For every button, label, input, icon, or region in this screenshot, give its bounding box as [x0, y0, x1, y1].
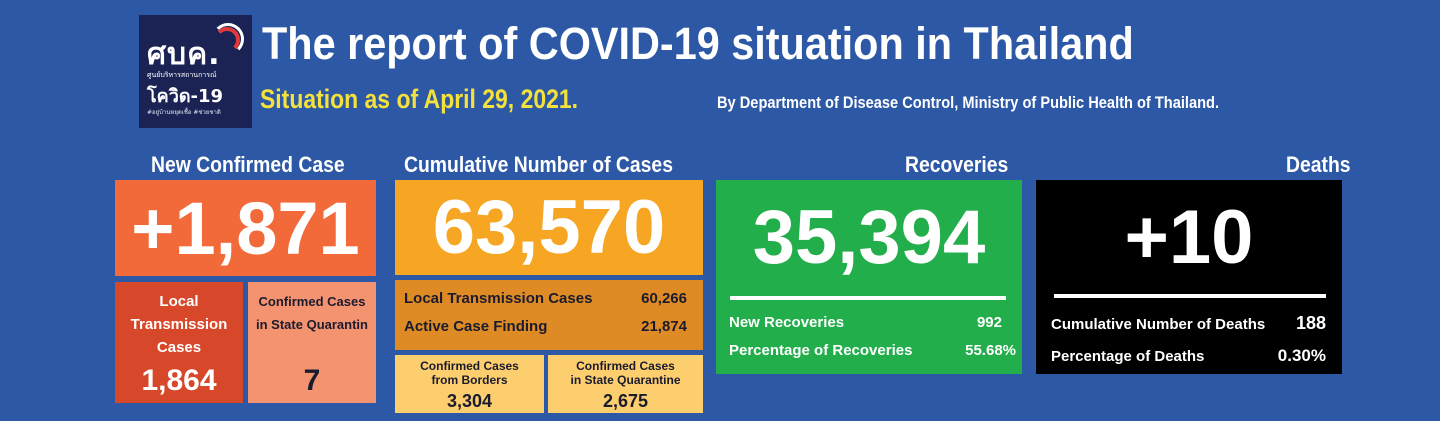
local-label-line3: Cases [156, 339, 202, 356]
sq-label-line1: Confirmed Cases [576, 359, 675, 373]
local-label-line2: Transmission [130, 316, 228, 333]
borders-card: Confirmed Cases from Borders 3,304 [395, 355, 544, 413]
logo-swirl-outer [212, 23, 244, 55]
cum-deaths-label: Cumulative Number of Deaths [1051, 316, 1266, 333]
recoveries-title: Recoveries [905, 152, 1009, 177]
borders-value: 3,304 [446, 391, 493, 411]
deaths-card: +10 Cumulative Number of Deaths 188 Perc… [1036, 180, 1342, 374]
sq-label-line2: in State Quarantine [570, 373, 681, 387]
new-confirmed-title: New Confirmed Case [151, 152, 345, 177]
local-label-line1: Local [159, 293, 199, 310]
logo-text: ศบค. [147, 37, 221, 72]
new-recoveries-label: New Recoveries [729, 314, 845, 331]
cumulative-card: 63,570 [395, 180, 703, 275]
state-quarantine-card: Confirmed Cases in State Quarantin 7 [248, 282, 376, 403]
new-recoveries-value: 992 [976, 314, 1002, 331]
state-quarantine-value: 7 [303, 364, 321, 397]
cum-local-value: 60,266 [641, 290, 687, 307]
deaths-value: +10 [1124, 195, 1254, 280]
deaths-title: Deaths [1286, 152, 1351, 177]
deaths-pct-label: Percentage of Deaths [1051, 348, 1205, 365]
logo-covid-text: โควิด-19 [147, 86, 224, 107]
recoveries-divider [730, 296, 1006, 300]
new-confirmed-value: +1,871 [131, 187, 360, 270]
cum-active-label: Active Case Finding [404, 318, 548, 335]
source-byline: By Department of Disease Control, Minist… [717, 93, 1220, 112]
cum-deaths-value: 188 [1295, 313, 1326, 333]
cum-active-value: 21,874 [641, 318, 687, 335]
logo-swirl-inner [214, 27, 240, 53]
page-title: The report of COVID-19 situation in Thai… [262, 18, 1134, 69]
recoveries-pct-label: Percentage of Recoveries [729, 342, 913, 359]
logo-tagline: #อยู่บ้านหยุดเชื้อ #ช่วยชาติ [147, 109, 221, 116]
borders-label-line1: Confirmed Cases [420, 359, 519, 373]
logo-subtext: ศูนย์บริหารสถานการณ์ [147, 71, 217, 79]
recoveries-card: 35,394 New Recoveries 992 Percentage of … [716, 180, 1022, 374]
sq-cumulative-card: Confirmed Cases in State Quarantine 2,67… [548, 355, 703, 413]
recoveries-value: 35,394 [752, 195, 986, 280]
cumulative-title: Cumulative Number of Cases [404, 152, 673, 177]
deaths-pct-value: 0.30% [1277, 346, 1326, 365]
deaths-divider [1054, 294, 1326, 298]
ccsa-logo: ศบค. ศูนย์บริหารสถานการณ์ โควิด-19 #อยู่… [139, 15, 252, 128]
borders-label-line2: from Borders [431, 373, 508, 387]
quarantine-label-line2: in State Quarantin [256, 317, 368, 332]
new-confirmed-card: +1,871 [115, 180, 376, 276]
local-transmission-card: Local Transmission Cases 1,864 [115, 282, 243, 403]
cumulative-value: 63,570 [432, 185, 666, 270]
sq-value: 2,675 [602, 391, 649, 411]
recoveries-pct-value: 55.68% [965, 342, 1016, 359]
situation-date: Situation as of April 29, 2021. [260, 84, 579, 114]
cum-local-label: Local Transmission Cases [404, 290, 593, 307]
quarantine-label-line1: Confirmed Cases [258, 294, 366, 309]
local-transmission-value: 1,864 [141, 364, 217, 397]
cumulative-detail-card: Local Transmission Cases 60,266 Active C… [395, 280, 703, 350]
